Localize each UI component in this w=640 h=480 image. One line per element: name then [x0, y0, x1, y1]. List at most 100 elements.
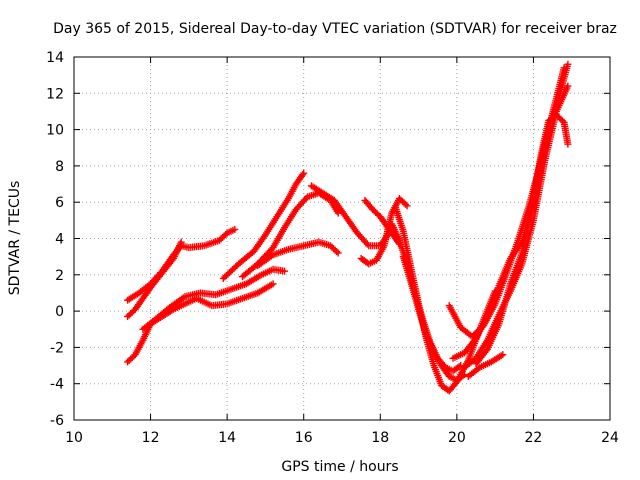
data-trace-segment [530, 159, 549, 222]
x-tick-label: 20 [448, 430, 466, 446]
y-tick-label: 8 [55, 159, 64, 175]
data-trace-segment [286, 242, 306, 253]
data-trace-segment [217, 231, 230, 243]
x-tick-label: 16 [295, 430, 313, 446]
data-trace-segment [125, 352, 138, 364]
data-trace-segment [271, 246, 290, 258]
series-track-18 [464, 351, 507, 380]
x-axis-label: GPS time / hours [281, 459, 398, 475]
data-trace-segment [187, 242, 206, 251]
data-trace-segment [221, 261, 241, 281]
data-trace-segment [392, 206, 407, 233]
data-trace-segment [255, 281, 275, 296]
data-trace-segment [225, 226, 237, 236]
data-trace-segment [194, 295, 214, 309]
data-trace-segment [210, 300, 229, 309]
data-trace-segment [141, 317, 157, 332]
data-trace-segment [454, 372, 467, 383]
data-trace-segment [507, 251, 525, 286]
data-trace-segment [167, 294, 187, 310]
data-trace-segment [415, 307, 430, 337]
data-trace-segment [132, 296, 146, 312]
data-trace-segment [367, 242, 382, 250]
data-trace-segment [451, 363, 463, 374]
data-trace-segment [439, 383, 452, 394]
y-tick-label: 14 [46, 50, 64, 66]
data-trace-segment [538, 119, 552, 157]
data-trace-segment [496, 282, 514, 326]
data-trace-segment [274, 196, 291, 219]
data-trace-segment [466, 365, 482, 379]
data-trace-segment [198, 289, 218, 299]
data-trace-segment [225, 295, 245, 307]
data-trace-segment [489, 352, 505, 365]
data-trace-segment [260, 266, 275, 278]
grid [74, 57, 610, 420]
data-trace-segment [462, 336, 479, 355]
x-tick-label: 22 [525, 430, 543, 446]
data-trace-segment [484, 284, 502, 318]
data-trace-segment [518, 195, 537, 255]
data-trace-segment [484, 322, 502, 351]
y-tick-label: 12 [46, 86, 64, 102]
data-trace-segment [451, 350, 467, 361]
data-trace-segment [462, 356, 478, 370]
data-trace-segment [271, 266, 287, 275]
data-trace-segment [431, 364, 445, 388]
y-axis-label: SDTVAR / TECUs [7, 181, 23, 296]
data-trace-segment [439, 363, 452, 379]
series-track-2 [124, 238, 185, 321]
series-track-6 [238, 189, 342, 281]
data-trace-segment [478, 359, 493, 370]
data-trace-segment [446, 303, 464, 330]
data-trace-segment [140, 285, 153, 301]
series-track-10 [357, 195, 411, 268]
data-trace-segment [473, 314, 491, 341]
data-trace-segment [473, 347, 490, 366]
data-trace-segment [236, 248, 256, 267]
x-tick-label: 14 [218, 430, 236, 446]
data-trace-segment [389, 222, 403, 242]
data-trace-segment [171, 301, 187, 312]
data-trace-segment [240, 290, 260, 302]
x-tick-label: 18 [371, 430, 389, 446]
data-trace-segment [214, 286, 233, 298]
data-points [124, 60, 572, 395]
data-trace-segment [408, 280, 422, 311]
data-trace-segment [251, 233, 268, 254]
data-trace-segment [132, 338, 146, 357]
data-trace-segment [293, 194, 310, 212]
data-trace-segment [282, 207, 299, 230]
y-tick-label: 4 [55, 232, 64, 248]
data-trace-segment [362, 198, 375, 212]
data-trace-segment [331, 198, 349, 219]
data-trace-segment [244, 272, 264, 287]
series-track-17 [472, 111, 572, 368]
data-trace-segment [355, 231, 371, 248]
data-trace-segment [397, 196, 410, 208]
data-trace-segment [309, 183, 325, 196]
data-trace-segment [170, 240, 184, 261]
data-trace-segment [270, 225, 288, 250]
data-trace-segment [553, 84, 571, 113]
data-trace-segment [530, 153, 545, 199]
data-trace-segment [202, 237, 222, 249]
series-track-7 [254, 238, 342, 270]
data-trace-segment [496, 256, 514, 288]
data-trace-segment [125, 290, 141, 303]
data-trace-segment [159, 256, 176, 275]
y-tick-label: -2 [50, 340, 64, 356]
data-trace-segment [293, 171, 307, 186]
data-trace-segment [508, 240, 525, 261]
y-tick-label: -4 [50, 377, 64, 393]
y-tick-label: 10 [46, 123, 64, 139]
series-track-5 [219, 169, 308, 282]
series-track-12 [388, 220, 465, 375]
chart-title: Day 365 of 2015, Sidereal Day-to-day VTE… [53, 21, 617, 37]
data-trace-segment [229, 281, 248, 293]
x-tick-label: 24 [601, 430, 619, 446]
data-trace-segment [285, 182, 299, 201]
data-trace-segment [320, 190, 337, 203]
data-trace-segment [400, 255, 414, 284]
